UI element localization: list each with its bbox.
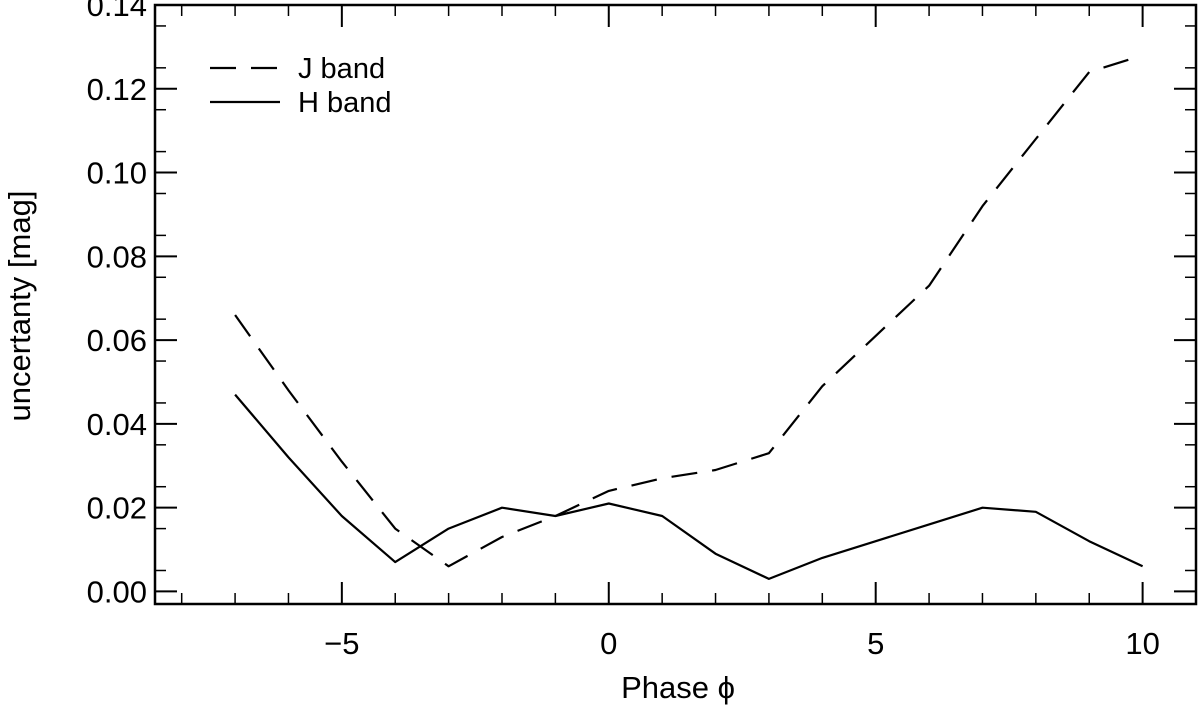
y-tick-label: 0.06 xyxy=(87,323,147,358)
plot-area: 0.00 0.02 0.04 0.06 0.08 0.10 0.12 0.14 −5 0 5 10 J … xyxy=(87,0,1198,661)
x-tick-label: 10 xyxy=(1125,626,1159,661)
x-tick-label: 5 xyxy=(867,626,884,661)
y-tick-label: 0.08 xyxy=(87,239,147,274)
series-line-h-band xyxy=(234,393,1144,581)
y-tick-label: 0.14 xyxy=(87,0,147,23)
y-axis-title: uncertanty [mag] xyxy=(2,191,37,422)
legend-label-j-band: J band xyxy=(298,53,385,85)
y-tick-label: 0.04 xyxy=(87,407,147,442)
x-axis-title: Phase ϕ xyxy=(621,670,735,705)
y-tick-label: 0.12 xyxy=(87,72,147,107)
series-line-j-band xyxy=(234,54,1143,568)
y-tick-label: 0.10 xyxy=(87,156,147,191)
x-tick-label: 0 xyxy=(600,626,617,661)
legend-label-h-band: H band xyxy=(298,87,392,119)
x-tick-label: −5 xyxy=(324,626,359,661)
plot-frame xyxy=(153,3,1198,606)
y-tick-label: 0.02 xyxy=(87,491,147,526)
y-tick-label: 0.00 xyxy=(87,574,147,609)
